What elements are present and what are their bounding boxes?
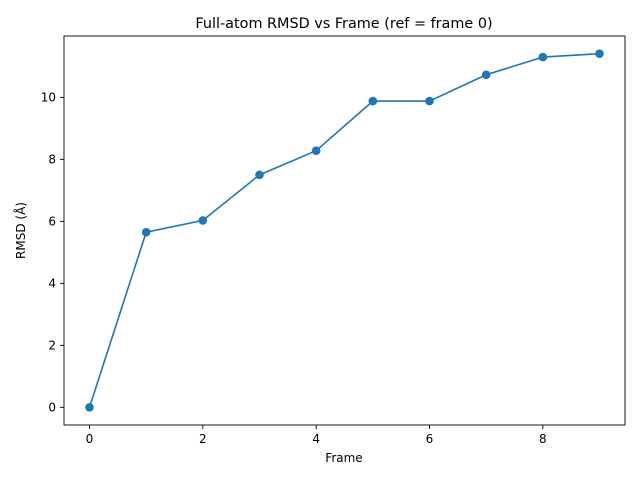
y-tick-label: 10 <box>41 91 56 105</box>
data-point <box>85 403 94 412</box>
data-point <box>255 170 264 180</box>
axis-ticks: 0 2 4 6 8 0 2 4 6 8 10 <box>41 91 547 446</box>
x-tick-label: 6 <box>426 432 434 446</box>
chart-title: Full-atom RMSD vs Frame (ref = frame 0) <box>195 16 492 32</box>
data-point <box>368 96 378 106</box>
data-point <box>595 49 604 58</box>
data-point <box>198 216 208 225</box>
plot-area <box>85 49 604 412</box>
data-point <box>311 146 321 155</box>
x-tick-label: 0 <box>86 432 94 446</box>
y-tick-label: 6 <box>48 215 56 229</box>
data-point <box>141 227 151 237</box>
y-tick-label: 0 <box>48 401 56 415</box>
x-tick-label: 8 <box>539 432 547 446</box>
series-line <box>88 52 600 408</box>
data-point <box>538 52 548 62</box>
x-tick-label: 4 <box>312 432 320 446</box>
data-point <box>425 96 434 106</box>
y-axis-label: RMSD (Å) <box>13 202 28 259</box>
x-axis-label: Frame <box>325 451 362 465</box>
data-point <box>481 70 491 80</box>
axes-frame <box>63 35 626 426</box>
y-tick-label: 4 <box>48 277 56 291</box>
x-tick-label: 2 <box>199 432 207 446</box>
y-tick-label: 2 <box>48 339 56 353</box>
y-tick-label: 8 <box>48 153 56 167</box>
